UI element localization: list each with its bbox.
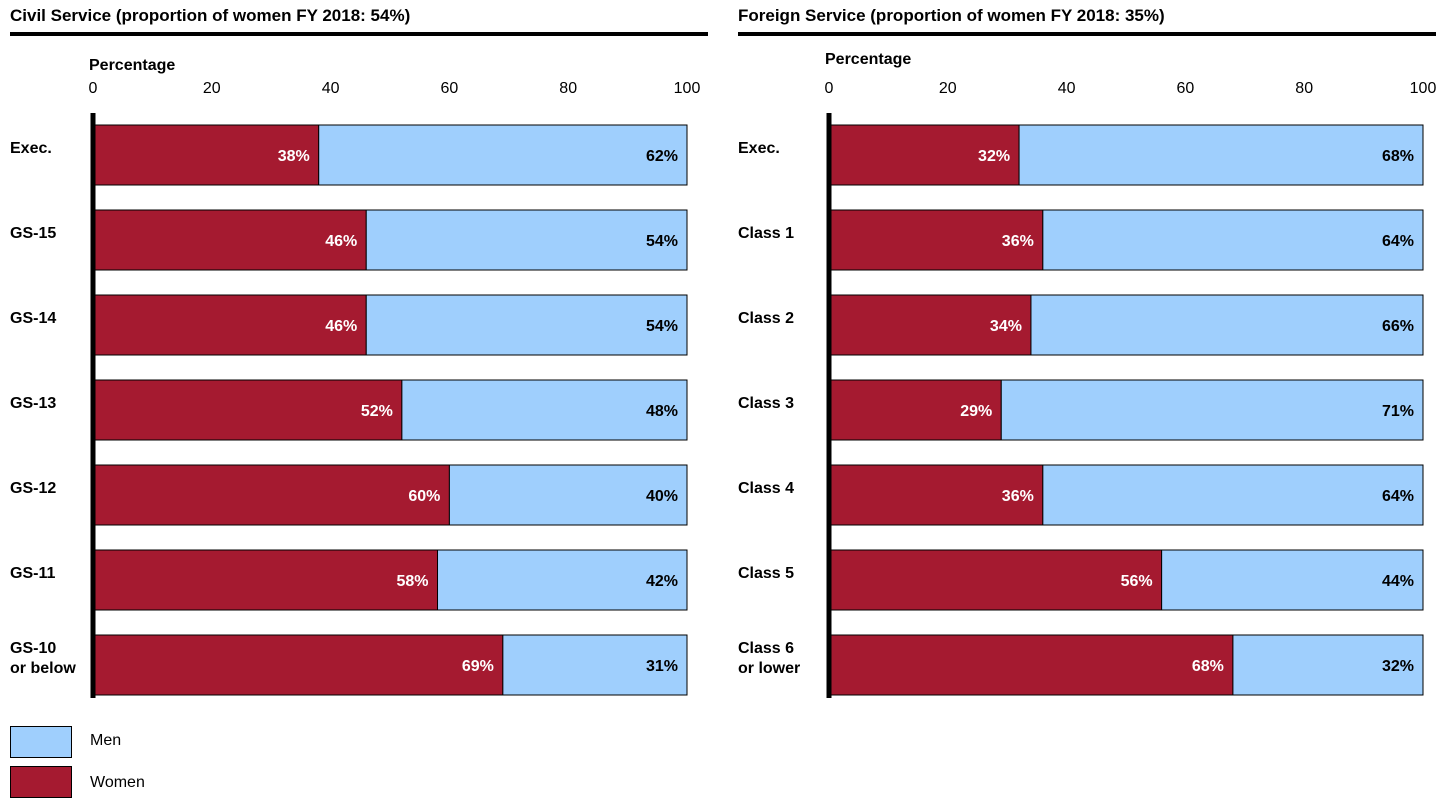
civil-data-label-men-2: 54% <box>646 318 678 335</box>
civil-category-label-0: Exec. <box>10 140 52 157</box>
foreign-bar-men-3 <box>1000 379 1424 441</box>
foreign-x-tick-label-60: 60 <box>1177 80 1195 97</box>
foreign-x-tick-label-80: 80 <box>1295 80 1313 97</box>
civil-service-title-rule <box>10 32 708 36</box>
civil-bar-men-5 <box>437 549 688 611</box>
civil-category-label-3: GS-13 <box>10 395 56 412</box>
foreign-data-label-men-0: 68% <box>1382 148 1414 165</box>
foreign-bar-women-2 <box>828 294 1032 356</box>
foreign-data-label-women-6: 68% <box>1192 658 1224 675</box>
civil-bar-men-4 <box>448 464 688 526</box>
civil-data-label-women-2: 46% <box>325 318 357 335</box>
civil-bar-men-6 <box>502 634 688 696</box>
foreign-data-label-men-6: 32% <box>1382 658 1414 675</box>
foreign-category-label-4: Class 4 <box>738 480 794 497</box>
civil-category-label-4: GS-12 <box>10 480 56 497</box>
civil-x-tick-label-80: 80 <box>559 80 577 97</box>
civil-bar-men-2 <box>365 294 688 356</box>
foreign-x-tick-label-100: 100 <box>1410 80 1437 97</box>
foreign-bar-men-0 <box>1018 124 1424 186</box>
foreign-category-label-0: Exec. <box>738 140 780 157</box>
foreign-data-label-women-3: 29% <box>960 403 992 420</box>
foreign-category-label-5: Class 5 <box>738 565 794 582</box>
foreign-category-label-6-line-1: or lower <box>738 660 800 677</box>
foreign-category-label-2: Class 2 <box>738 310 794 327</box>
civil-data-label-men-0: 62% <box>646 148 678 165</box>
foreign-x-tick-label-20: 20 <box>939 80 957 97</box>
civil-x-axis-label: Percentage <box>89 57 175 74</box>
foreign-category-label-6-line-0: Class 6 <box>738 640 794 657</box>
foreign-service-title: Foreign Service (proportion of women FY … <box>738 6 1165 25</box>
civil-bar-women-1 <box>92 209 367 271</box>
foreign-bar-men-1 <box>1042 209 1424 271</box>
foreign-data-label-men-5: 44% <box>1382 573 1414 590</box>
legend-swatch-women <box>10 766 72 798</box>
foreign-data-label-women-4: 36% <box>1002 488 1034 505</box>
civil-x-tick-label-100: 100 <box>674 80 701 97</box>
legend-label-women: Women <box>90 774 145 791</box>
foreign-data-label-women-2: 34% <box>990 318 1022 335</box>
foreign-data-label-men-1: 64% <box>1382 233 1414 250</box>
civil-bar-men-3 <box>401 379 688 441</box>
foreign-bar-men-4 <box>1042 464 1424 526</box>
civil-data-label-men-4: 40% <box>646 488 678 505</box>
foreign-service-title-rule <box>738 32 1436 36</box>
foreign-bar-women-4 <box>828 464 1044 526</box>
foreign-x-axis-label: Percentage <box>825 51 911 68</box>
civil-bar-women-0 <box>92 124 320 186</box>
legend-label-men: Men <box>90 732 122 749</box>
civil-data-label-women-5: 58% <box>396 573 428 590</box>
civil-service-title: Civil Service (proportion of women FY 20… <box>10 6 411 25</box>
civil-data-label-men-3: 48% <box>646 403 678 420</box>
foreign-bar-women-5 <box>828 549 1163 611</box>
foreign-service-chart: Percentage 0 20 40 60 80 100 32% 68% Exec. 36% 64% C… <box>738 51 1436 698</box>
civil-category-label-6-line-0: GS-10 <box>10 640 56 657</box>
foreign-data-label-women-0: 32% <box>978 148 1010 165</box>
civil-bar-women-6 <box>92 634 504 696</box>
civil-bar-women-5 <box>92 549 439 611</box>
civil-bar-women-3 <box>92 379 403 441</box>
foreign-bar-men-5 <box>1161 549 1424 611</box>
civil-data-label-women-3: 52% <box>361 403 393 420</box>
civil-service-chart: Percentage 0 20 40 60 80 100 38% 62% Exec. 46% 54% G… <box>10 57 700 698</box>
civil-category-label-6-line-1: or below <box>10 660 76 677</box>
civil-data-label-men-1: 54% <box>646 233 678 250</box>
legend-swatch-men <box>10 726 72 758</box>
foreign-x-tick-label-40: 40 <box>1058 80 1076 97</box>
foreign-data-label-women-1: 36% <box>1002 233 1034 250</box>
foreign-category-label-3: Class 3 <box>738 395 794 412</box>
foreign-category-label-1: Class 1 <box>738 225 794 242</box>
foreign-data-label-men-2: 66% <box>1382 318 1414 335</box>
civil-x-tick-label-40: 40 <box>322 80 340 97</box>
foreign-data-label-women-5: 56% <box>1121 573 1153 590</box>
civil-data-label-men-6: 31% <box>646 658 678 675</box>
foreign-bar-women-3 <box>828 379 1002 441</box>
civil-bar-men-1 <box>365 209 688 271</box>
civil-bar-women-4 <box>92 464 450 526</box>
foreign-bar-men-2 <box>1030 294 1424 356</box>
foreign-data-label-men-3: 71% <box>1382 403 1414 420</box>
foreign-bar-women-6 <box>828 634 1234 696</box>
foreign-x-tick-label-0: 0 <box>825 80 834 97</box>
civil-category-label-2: GS-14 <box>10 310 56 327</box>
foreign-bar-women-0 <box>828 124 1020 186</box>
civil-bar-men-0 <box>318 124 688 186</box>
civil-data-label-women-6: 69% <box>462 658 494 675</box>
civil-x-tick-label-20: 20 <box>203 80 221 97</box>
foreign-bar-men-6 <box>1232 634 1424 696</box>
civil-data-label-women-0: 38% <box>278 148 310 165</box>
civil-data-label-women-1: 46% <box>325 233 357 250</box>
civil-category-label-1: GS-15 <box>10 225 56 242</box>
civil-category-label-5: GS-11 <box>10 565 55 582</box>
civil-data-label-men-5: 42% <box>646 573 678 590</box>
civil-bar-women-2 <box>92 294 367 356</box>
civil-data-label-women-4: 60% <box>408 488 440 505</box>
civil-x-tick-label-0: 0 <box>89 80 98 97</box>
foreign-data-label-men-4: 64% <box>1382 488 1414 505</box>
civil-x-tick-label-60: 60 <box>441 80 459 97</box>
